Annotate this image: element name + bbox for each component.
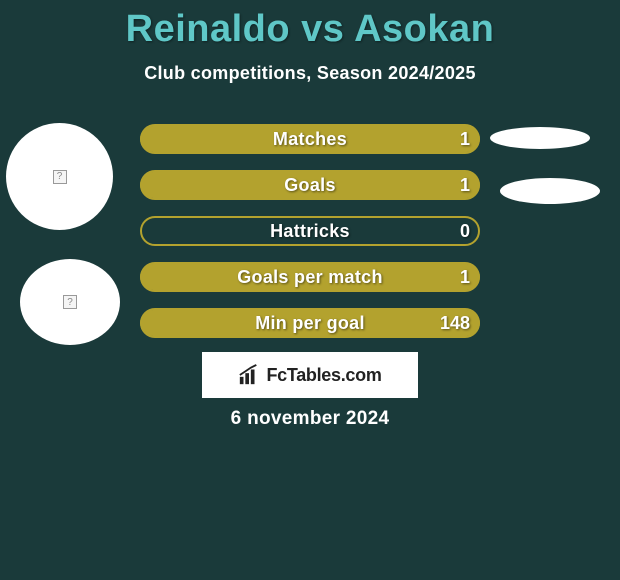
- stat-row-hattricks: Hattricks 0: [140, 216, 480, 246]
- stat-label: Goals: [140, 170, 480, 200]
- stat-value: 0: [460, 216, 470, 246]
- image-placeholder-icon: ?: [63, 295, 77, 309]
- stat-label: Matches: [140, 124, 480, 154]
- stat-label: Hattricks: [140, 216, 480, 246]
- stat-label: Goals per match: [140, 262, 480, 292]
- stat-value: 148: [440, 308, 470, 338]
- right-ellipse-2: [500, 178, 600, 204]
- date-text: 6 november 2024: [0, 408, 620, 430]
- stat-row-matches: Matches 1: [140, 124, 480, 154]
- page-title: Reinaldo vs Asokan: [0, 0, 620, 51]
- image-placeholder-icon: ?: [53, 170, 67, 184]
- avatar-player-2: ?: [20, 259, 120, 345]
- stat-row-goals: Goals 1: [140, 170, 480, 200]
- stat-row-goals-per-match: Goals per match 1: [140, 262, 480, 292]
- stat-value: 1: [460, 170, 470, 200]
- avatar-player-1: ?: [6, 123, 113, 230]
- branding-text: FcTables.com: [266, 365, 381, 386]
- stat-value: 1: [460, 124, 470, 154]
- right-ellipse-1: [490, 127, 590, 149]
- bar-chart-icon: [238, 364, 260, 386]
- stat-label: Min per goal: [140, 308, 480, 338]
- page-subtitle: Club competitions, Season 2024/2025: [0, 63, 620, 84]
- stat-row-min-per-goal: Min per goal 148: [140, 308, 480, 338]
- stat-value: 1: [460, 262, 470, 292]
- branding-badge: FcTables.com: [202, 352, 418, 398]
